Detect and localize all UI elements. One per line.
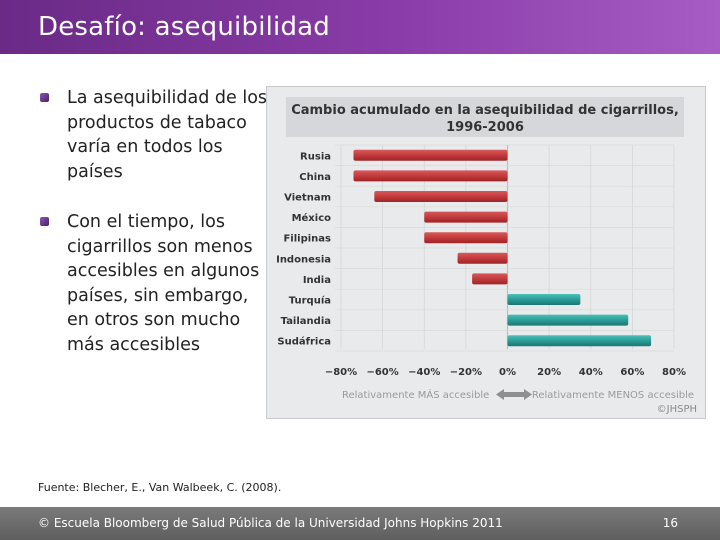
category-label: Turquía: [289, 295, 331, 307]
footer: © Escuela Bloomberg de Salud Pública de …: [0, 507, 720, 540]
x-tick-labels: −80% −60% −40% −20% 0% 20% 40% 60% 80%: [325, 367, 686, 378]
category-label: Indonesia: [276, 254, 331, 265]
x-tick-label: 80%: [662, 367, 686, 378]
bar-tailandia: [507, 314, 629, 326]
category-label: Rusia: [300, 151, 331, 162]
footer-copyright: © Escuela Bloomberg de Salud Pública de …: [38, 516, 503, 530]
affordability-chart: Cambio acumulado en la asequibilidad de …: [276, 97, 697, 415]
bullet-marker-icon: [40, 93, 49, 102]
x-tick-label: −40%: [408, 367, 440, 378]
bar-china: [353, 170, 508, 182]
x-tick-label: 60%: [620, 367, 644, 378]
bullet-marker-icon: [40, 217, 49, 226]
watermark: ©JHSPH: [657, 404, 697, 415]
chart-frame: Cambio acumulado en la asequibilidad de …: [266, 86, 706, 419]
x-tick-label: −20%: [450, 367, 482, 378]
bullet-item: La asequibilidad de los productos de tab…: [38, 86, 270, 184]
double-arrow-icon: [496, 389, 532, 400]
category-label: México: [292, 212, 332, 224]
chart-title-box: [286, 97, 684, 137]
x-tick-label: 0%: [499, 367, 516, 378]
source-citation: Fuente: Blecher, E., Van Walbeek, C. (20…: [38, 481, 282, 494]
chart-title: Cambio acumulado en la asequibilidad de …: [291, 103, 679, 118]
x-tick-label: 40%: [579, 367, 603, 378]
bars: [353, 149, 652, 347]
bar-india: [472, 273, 508, 285]
bar-turquia: [507, 294, 581, 305]
bullet-list: La asequibilidad de los productos de tab…: [38, 86, 270, 381]
category-label: India: [303, 275, 331, 286]
page-number: 16: [662, 516, 678, 530]
bullet-text: Con el tiempo, los cigarrillos son menos…: [67, 212, 260, 355]
x-tick-label: 20%: [537, 367, 561, 378]
slide-title: Desafío: asequibilidad: [38, 12, 330, 42]
chart-subtitle: 1996-2006: [446, 120, 524, 135]
x-tick-label: −80%: [325, 367, 357, 378]
category-label: Sudáfrica: [277, 336, 331, 348]
bar-mexico: [424, 211, 508, 223]
bar-sudafrica: [507, 335, 652, 347]
category-label: Vietnam: [284, 193, 331, 204]
bar-filipinas: [424, 232, 508, 244]
category-labels: Rusia China Vietnam México Filipinas Indonesi…: [276, 151, 331, 347]
left-annotation: Relativamente MÁS accesible: [342, 388, 489, 401]
category-label: China: [299, 172, 331, 183]
title-bar: Desafío: asequibilidad: [0, 0, 720, 54]
bullet-item: Con el tiempo, los cigarrillos son menos…: [38, 210, 270, 357]
category-label: Tailandia: [281, 316, 331, 327]
right-annotation: Relativamente MENOS accesible: [532, 390, 694, 401]
bar-indonesia: [457, 252, 508, 264]
bar-rusia: [353, 149, 508, 161]
bullet-text: La asequibilidad de los productos de tab…: [67, 88, 268, 182]
x-tick-label: −60%: [366, 367, 398, 378]
category-label: Filipinas: [283, 234, 331, 245]
bar-vietnam: [374, 191, 508, 202]
